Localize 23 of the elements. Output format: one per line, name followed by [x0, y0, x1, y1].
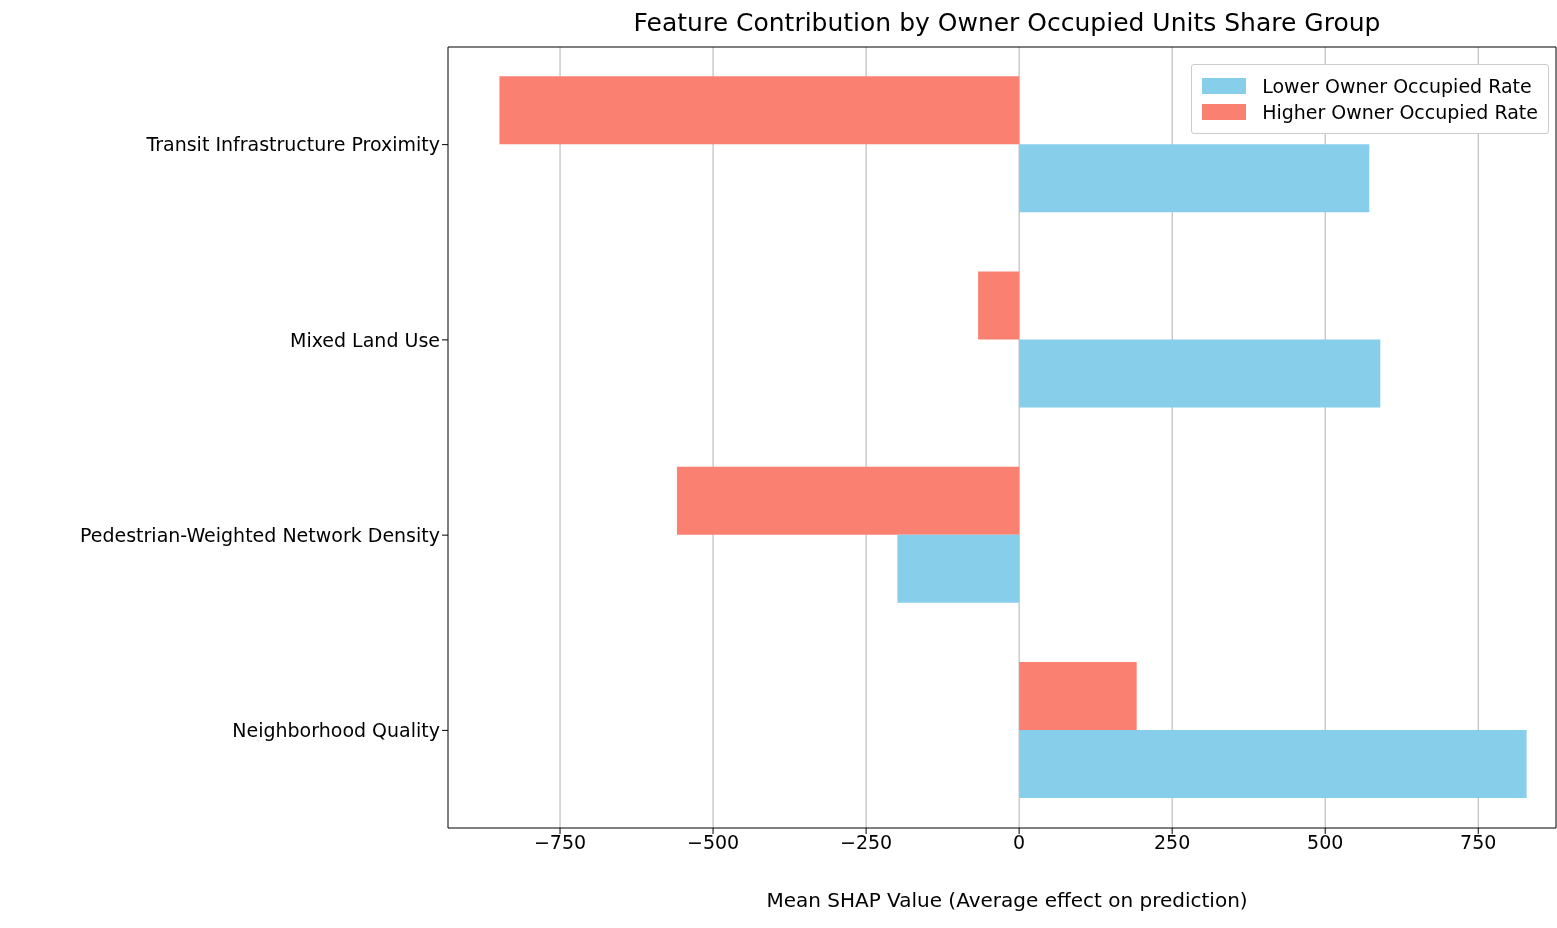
chart-title: Feature Contribution by Owner Occupied Units Share Group: [632, 8, 1382, 37]
bar: [897, 534, 1020, 603]
x-tick-label: 0: [1013, 831, 1026, 854]
x-tick-label: −250: [840, 831, 893, 854]
x-tick-label: 250: [1154, 831, 1191, 854]
bar: [1019, 339, 1381, 408]
bar: [1019, 730, 1527, 799]
y-tick-label: Pedestrian-Weighted Network Density: [79, 523, 440, 546]
bar: [978, 271, 1020, 340]
legend-label: Lower Owner Occupied Rate: [1262, 75, 1532, 97]
bar: [1019, 144, 1370, 213]
x-axis-title: Mean SHAP Value (Average effect on prediction): [765, 888, 1249, 912]
x-tick-label: 500: [1307, 831, 1344, 854]
bar: [1019, 662, 1137, 731]
x-tick-label: −500: [686, 831, 740, 854]
x-tick-label: 750: [1460, 831, 1497, 854]
x-tick-label: −750: [533, 831, 587, 854]
bar: [499, 76, 1020, 145]
y-tick-label: Mixed Land Use: [290, 328, 440, 351]
y-tick-label: Neighborhood Quality: [232, 719, 440, 742]
y-tick-label: Transit Infrastructure Proximity: [145, 133, 440, 156]
legend-label: Higher Owner Occupied Rate: [1262, 101, 1538, 123]
bar: [676, 466, 1020, 535]
